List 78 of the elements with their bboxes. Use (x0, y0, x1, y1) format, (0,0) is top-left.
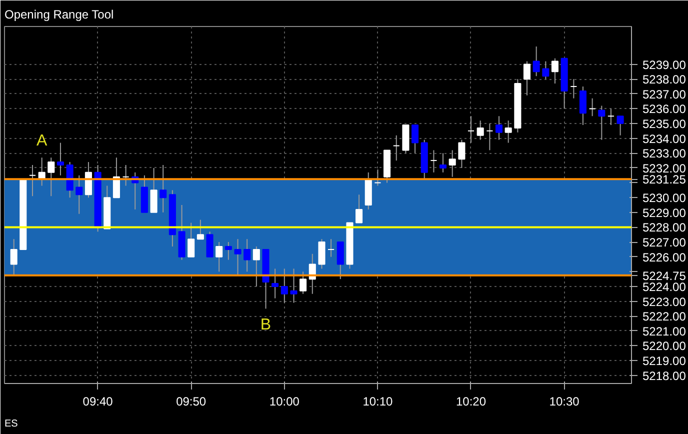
candlestick (196, 219, 204, 240)
candlestick (10, 238, 18, 276)
y-tick-label: 5232.00 (642, 161, 686, 176)
candlestick (122, 164, 130, 186)
candlestick (28, 164, 36, 197)
candlestick (476, 120, 484, 140)
candlestick (430, 150, 438, 173)
y-tick-label: 5226.00 (642, 250, 686, 264)
x-tick-label: 10:00 (269, 394, 300, 408)
candlestick (374, 168, 382, 186)
candlestick (448, 150, 456, 178)
candlestick (150, 167, 158, 213)
x-tick-label: 09:50 (176, 394, 206, 408)
candlestick (318, 238, 326, 270)
x-tick-label: 10:10 (362, 394, 394, 408)
candlestick (504, 120, 512, 144)
y-tick-label: 5221.00 (642, 324, 686, 338)
candlestick (244, 238, 251, 272)
y-tick-label: 5223.00 (642, 294, 686, 309)
y-tick-label: 5238.00 (642, 72, 686, 87)
candlestick (542, 60, 550, 80)
y-tick-label: 5220.00 (642, 339, 686, 354)
candlestick (76, 174, 83, 214)
candlestick (495, 116, 503, 140)
candlestick (188, 222, 195, 258)
y-tick-label: 5229.00 (642, 206, 686, 220)
ref-line-label: 5231.25 (642, 172, 686, 187)
candlestick (290, 268, 298, 304)
annotation: B (260, 316, 272, 334)
candlestick (607, 108, 614, 126)
y-tick-label: 5239.00 (642, 58, 686, 72)
y-tick-label: 5227.00 (642, 236, 686, 250)
candlestick (252, 246, 260, 287)
y-tick-label: 5218.00 (642, 368, 686, 383)
candlestick (160, 164, 167, 213)
candlestick (48, 157, 55, 197)
candlestick (234, 238, 242, 276)
candlestick (467, 116, 475, 144)
candlestick (336, 242, 344, 280)
candlestick (411, 124, 419, 154)
text: ES (4, 418, 18, 430)
x-tick-label: 10:20 (456, 394, 486, 408)
candlestick (216, 242, 223, 272)
candlestick (579, 86, 586, 126)
ref-line-label: 5228.00 (642, 220, 686, 235)
y-tick-label: 5219.00 (642, 354, 686, 368)
candlestick (356, 194, 363, 224)
y-tick-label: 5235.00 (642, 117, 686, 132)
candlestick (616, 116, 624, 136)
candlestick (588, 98, 596, 117)
y-tick-label: 5230.00 (642, 191, 686, 206)
x-tick-label: 10:30 (549, 394, 580, 408)
candlestick (392, 134, 400, 162)
y-tick-label: 5233.00 (642, 146, 686, 161)
candlestick (458, 139, 466, 168)
y-tick-label: 5236.00 (642, 102, 686, 116)
annotation: A (36, 132, 48, 150)
candlestick (280, 268, 288, 304)
candlestick (56, 142, 64, 176)
candlestick (272, 268, 279, 299)
candlestick (224, 242, 232, 260)
candlestick (598, 105, 606, 140)
y-tick-label: 5222.00 (642, 310, 686, 324)
candlestick (439, 152, 447, 173)
candlestick (328, 238, 335, 258)
chart-title: Opening Range Tool (4, 8, 114, 22)
y-tick-label: 5237.00 (642, 87, 686, 102)
x-tick-label: 09:40 (82, 394, 114, 408)
candlestick (523, 60, 530, 96)
candlestick (551, 58, 558, 84)
candlestick (486, 123, 494, 151)
candlestick (112, 157, 120, 198)
candlestick (300, 271, 307, 294)
candlestick (532, 46, 540, 77)
candlestick (84, 162, 92, 198)
y-tick-label: 5234.00 (642, 132, 686, 146)
candlestick (206, 231, 214, 258)
candlestick (570, 78, 578, 99)
